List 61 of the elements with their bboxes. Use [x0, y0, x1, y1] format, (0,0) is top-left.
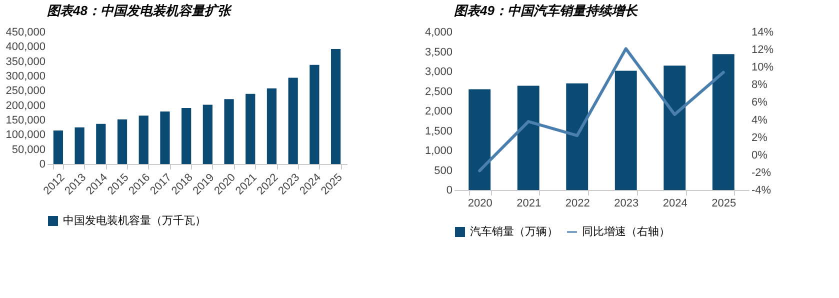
x-tick-label: 2020 [468, 198, 492, 210]
bar [202, 104, 212, 164]
bar [74, 127, 84, 164]
bar [330, 49, 341, 164]
bar [288, 78, 298, 164]
y2-tick-label: -2% [752, 166, 772, 179]
x-tick-label: 2024 [662, 198, 688, 210]
x-tick-label: 2021 [516, 198, 542, 210]
bar [224, 99, 234, 164]
y2-tick-label: 10% [752, 62, 774, 74]
bar [664, 66, 686, 190]
y-tick-label: 0 [39, 158, 46, 170]
line-series [478, 47, 725, 172]
y-tick-label: 150,000 [6, 114, 46, 126]
y-tick-label: 0 [446, 184, 452, 196]
y2-tick-label: 12% [752, 44, 774, 56]
y-tick-label: 3,500 [424, 46, 452, 58]
bar [117, 119, 128, 164]
y2-tick-label: 6% [752, 96, 768, 109]
bar [138, 116, 148, 164]
y-tick-label: 1,500 [424, 125, 452, 138]
y-tick-label: 3,000 [424, 66, 452, 78]
bar [246, 94, 256, 164]
chart-title: 图表49：中国汽车销量持续增长 [454, 3, 638, 18]
y-tick-label: 500 [434, 164, 452, 177]
chart-title: 图表48：中国发电装机容量扩张 [47, 3, 232, 18]
legend-label: 汽车销量（万辆） [470, 225, 558, 238]
y-tick-label: 200,000 [6, 100, 46, 112]
bar [566, 83, 588, 190]
y2-tick-label: 0% [752, 149, 768, 162]
y-tick-label: 2,500 [424, 86, 452, 98]
y2-tick-label: -4% [752, 184, 772, 196]
y-tick-label: 250,000 [6, 85, 46, 98]
y2-tick-label: 2% [752, 132, 768, 144]
y-tick-label: 300,000 [6, 70, 46, 82]
bar [517, 86, 540, 190]
bar [266, 88, 277, 164]
y-tick-label: 4,000 [424, 26, 452, 38]
y-tick-label: 400,000 [6, 41, 46, 54]
x-tick-label: 2023 [614, 198, 639, 210]
y-tick-label: 50,000 [12, 144, 46, 156]
y-tick-label: 2,000 [424, 106, 452, 118]
bar [160, 111, 170, 164]
bar [468, 89, 491, 190]
x-tick-label: 2025 [712, 198, 736, 210]
y-tick-label: 1,000 [424, 145, 452, 157]
y-tick-label: 100,000 [6, 129, 46, 142]
y2-tick-label: 4% [752, 114, 768, 126]
y2-tick-label: 8% [752, 79, 768, 92]
legend-label: 同比增速（右轴） [582, 225, 670, 238]
y2-tick-label: 14% [752, 26, 774, 38]
bar [712, 54, 734, 190]
bar [53, 130, 64, 164]
legend-label: 中国发电装机容量（万千瓦） [63, 214, 206, 227]
bar [96, 124, 106, 164]
y-tick-label: 450,000 [6, 26, 46, 38]
bar [182, 108, 192, 164]
bar [310, 64, 320, 164]
bar [614, 70, 637, 190]
y-tick-label: 350,000 [6, 56, 46, 68]
x-tick-label: 2022 [565, 198, 590, 210]
